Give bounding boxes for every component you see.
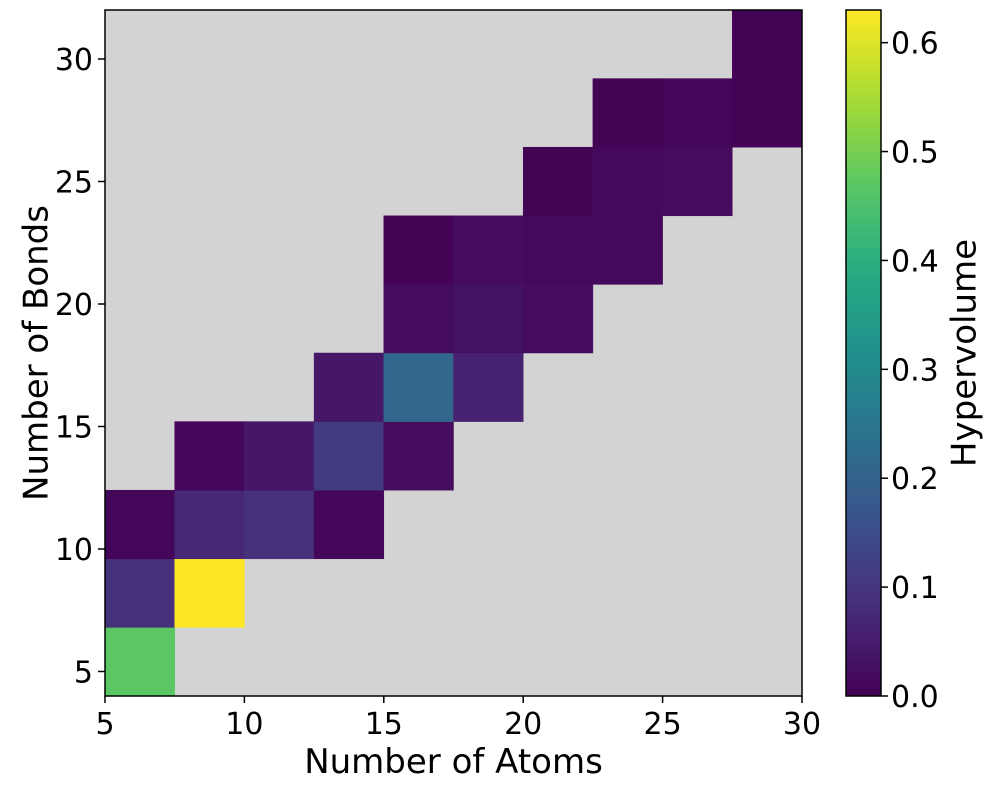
y-tick-label: 5	[74, 656, 93, 691]
heatmap-cell	[383, 215, 454, 285]
y-tick-label: 20	[55, 288, 93, 323]
colorbar-tick-label: 0.0	[891, 680, 939, 715]
x-tick-label: 25	[644, 707, 682, 742]
heatmap-cell	[453, 352, 524, 422]
heatmap-cell	[174, 558, 245, 628]
heatmap-cell	[662, 146, 733, 217]
colorbar-tick-label: 0.3	[891, 353, 939, 388]
heatmap-cell	[662, 78, 733, 148]
heatmap-cell	[104, 558, 175, 628]
colorbar-axis: 0.0 0.1 0.2 0.3 0.4 0.5 0.6	[881, 27, 939, 715]
x-tick-label: 5	[95, 707, 114, 742]
heatmap-cell	[104, 627, 175, 697]
heatmap-cell	[453, 215, 524, 285]
heatmap-cell	[592, 146, 663, 217]
heatmap-cell	[732, 78, 803, 148]
heatmap-cell	[244, 421, 315, 491]
heatmap-cell	[104, 489, 175, 560]
colorbar-tick-label: 0.6	[891, 27, 939, 62]
heatmap-cell	[592, 215, 663, 285]
colorbar	[845, 9, 882, 697]
colorbar-tick-label: 0.1	[891, 571, 939, 606]
x-tick-label: 20	[504, 707, 542, 742]
colorbar-tick-label: 0.5	[891, 136, 939, 171]
heatmap-cell	[383, 352, 454, 422]
x-tick-label: 10	[225, 707, 263, 742]
heatmap-cell	[313, 421, 385, 491]
heatmap-cell	[592, 78, 663, 148]
heatmap-cell	[453, 284, 524, 354]
heatmap-cell	[732, 9, 803, 79]
x-axis: 5 10 15 20 25 30	[95, 696, 821, 742]
y-axis-title: Number of Bonds	[17, 205, 57, 501]
x-tick-label: 30	[783, 707, 821, 742]
heatmap-cell	[383, 421, 454, 491]
heatmap-cell	[174, 489, 245, 560]
colorbar-title: Hypervolume	[945, 239, 985, 467]
heatmap-cell	[174, 421, 245, 491]
y-axis: 5 10 15 20 25 30	[55, 43, 105, 691]
heatmap-cell	[244, 489, 315, 560]
y-tick-label: 25	[55, 166, 93, 201]
heatmap-cell	[313, 489, 385, 560]
x-axis-title: Number of Atoms	[304, 742, 603, 782]
y-tick-label: 10	[55, 533, 93, 568]
x-tick-label: 15	[365, 707, 403, 742]
heatmap-cell	[522, 215, 594, 285]
y-tick-label: 30	[55, 43, 93, 78]
heatmap-cell	[522, 146, 594, 217]
y-tick-label: 15	[55, 411, 93, 446]
heatmap-cell	[383, 284, 454, 354]
colorbar-tick-label: 0.4	[891, 244, 939, 279]
heatmap-cell	[522, 284, 594, 354]
heatmap-cell	[313, 352, 385, 422]
heatmap-cells	[104, 9, 803, 697]
colorbar-tick-label: 0.2	[891, 462, 939, 497]
plot-frame	[104, 9, 803, 697]
